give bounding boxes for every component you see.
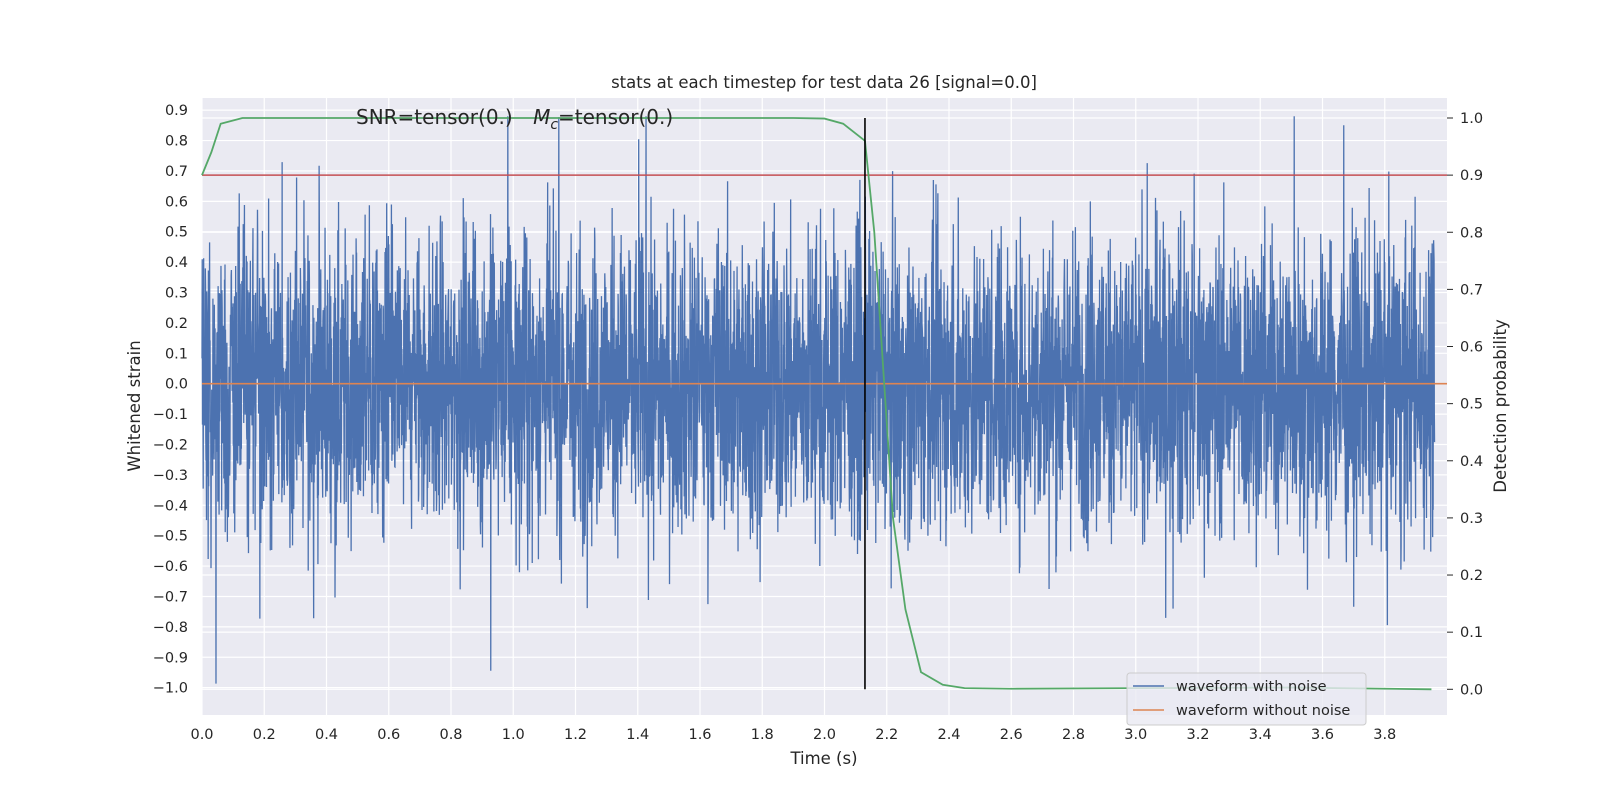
y-tick-label: −0.1 — [153, 407, 188, 423]
y-tick-label: −0.7 — [153, 589, 188, 605]
y-tick-label: 0.2 — [165, 316, 188, 332]
y-right-tick-label: 0.7 — [1460, 282, 1483, 298]
x-tick-label: 3.6 — [1311, 727, 1334, 743]
x-tick-label: 2.2 — [875, 727, 898, 743]
y-right-tick-label: 0.4 — [1460, 454, 1483, 470]
y-right-tick-label: 0.8 — [1460, 225, 1483, 241]
x-tick-label: 1.6 — [688, 727, 711, 743]
legend-label-clean: waveform without noise — [1176, 703, 1350, 719]
x-tick-label: 0.0 — [190, 727, 213, 743]
annotation-mc-symbol: M — [533, 105, 550, 129]
y-tick-label: −0.9 — [153, 650, 188, 666]
x-axis-label: Time (s) — [789, 749, 857, 768]
y-right-tick-label: 0.3 — [1460, 511, 1483, 527]
y-right-tick-label: 0.2 — [1460, 568, 1483, 584]
series-waveform-with-noise — [201, 116, 1436, 684]
legend-label-noisy: waveform with noise — [1176, 679, 1327, 695]
y-tick-label: 0.8 — [165, 134, 188, 150]
y-tick-label: −0.8 — [153, 620, 188, 636]
y-right-tick-label: 0.6 — [1460, 340, 1483, 356]
x-tick-label: 2.0 — [813, 727, 836, 743]
x-tick-label: 2.4 — [937, 727, 960, 743]
y-tick-label: −0.5 — [153, 529, 188, 545]
y-right-tick-label: 0.5 — [1460, 397, 1483, 413]
y-tick-label: −0.4 — [153, 498, 188, 514]
y-ticks-right: 1.0 0.9 0.8 0.7 0.6 0.5 0.4 0.3 0.2 0.1 0.0 — [1447, 111, 1483, 698]
y-right-tick-label: 0.1 — [1460, 625, 1483, 641]
annotation-mc-value: =tensor(0.) — [558, 105, 673, 129]
noisy-waveform-line — [201, 116, 1436, 684]
x-ticks: 0.0 0.2 0.4 0.6 0.8 1.0 1.2 1.4 1.6 1.8 2.0 2.2 2.4 2… — [190, 727, 1396, 743]
x-tick-label: 1.2 — [564, 727, 587, 743]
y-tick-label: 0.9 — [165, 103, 188, 119]
y-tick-label: −0.6 — [153, 559, 188, 575]
x-tick-label: 3.4 — [1249, 727, 1272, 743]
y-tick-label: 0.7 — [165, 164, 188, 180]
y-right-tick-label: 1.0 — [1460, 111, 1483, 127]
y-axis-label: Whitened strain — [125, 340, 144, 471]
x-tick-label: 0.4 — [315, 727, 338, 743]
x-tick-label: 2.6 — [1000, 727, 1023, 743]
x-tick-label: 0.2 — [253, 727, 276, 743]
y-tick-label: −0.2 — [153, 437, 188, 453]
y-right-tick-label: 0.0 — [1460, 682, 1483, 698]
x-tick-label: 0.6 — [377, 727, 400, 743]
annotation-snr-mc: SNR=tensor(0.) Mc=tensor(0.) — [356, 105, 673, 133]
y-tick-label: 0.1 — [165, 346, 188, 362]
x-tick-label: 0.8 — [439, 727, 462, 743]
y-tick-label: 0.6 — [165, 194, 188, 210]
x-tick-label: 2.8 — [1062, 727, 1085, 743]
series-layer — [201, 117, 1447, 691]
y-tick-label: −1.0 — [153, 681, 188, 697]
x-tick-label: 1.0 — [502, 727, 525, 743]
y-axis-label-right: Detection probability — [1491, 319, 1510, 493]
detection-probability-line — [201, 117, 1432, 691]
x-tick-label: 3.2 — [1186, 727, 1209, 743]
y-tick-label: 0.0 — [165, 377, 188, 393]
x-tick-label: 1.4 — [626, 727, 649, 743]
chart-title: stats at each timestep for test data 26 … — [611, 73, 1037, 92]
y-right-tick-label: 0.9 — [1460, 168, 1483, 184]
svg-text:SNR=tensor(0.) Mc=tensor: SNR=tensor(0.) Mc=tensor(0.) — [356, 105, 673, 133]
legend: waveform with noise waveform without noi… — [1126, 672, 1367, 726]
annotation-snr: SNR=tensor(0.) — [356, 105, 513, 129]
y-tick-label: 0.5 — [165, 225, 188, 241]
annotation-mc-subscript: c — [550, 117, 558, 133]
legend-box — [1126, 672, 1367, 726]
x-tick-label: 1.8 — [751, 727, 774, 743]
y-tick-label: 0.4 — [165, 255, 188, 271]
y-tick-label: 0.3 — [165, 286, 188, 302]
x-tick-label: 3.0 — [1124, 727, 1147, 743]
y-tick-label: −0.3 — [153, 468, 188, 484]
y-ticks-left: 0.9 0.8 0.7 0.6 0.5 0.4 0.3 0.2 0.1 0.0 −0.1 −0.2 −0… — [153, 103, 188, 696]
x-tick-label: 3.8 — [1373, 727, 1396, 743]
